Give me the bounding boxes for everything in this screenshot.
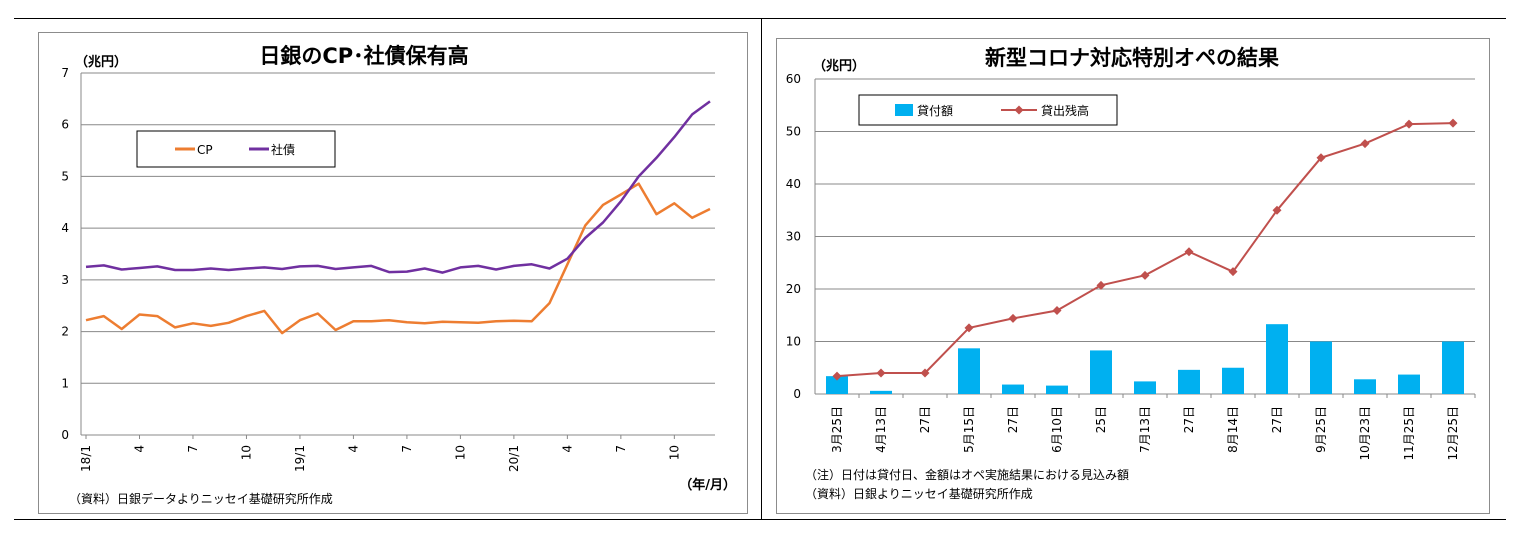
bar xyxy=(1222,367,1244,394)
data-point xyxy=(1404,119,1414,129)
chart-title: 新型コロナ対応特別オペの結果 xyxy=(985,46,1279,70)
data-point xyxy=(1052,306,1062,316)
x-tick-label: 27日 xyxy=(1270,406,1284,433)
bar xyxy=(958,348,980,394)
legend-label: CP xyxy=(197,143,213,157)
x-tick-label: 4 xyxy=(560,445,574,453)
x-tick-label: 4月13日 xyxy=(874,406,888,453)
x-tick-label: 27日 xyxy=(1182,406,1196,433)
x-tick-label: 10 xyxy=(239,445,253,460)
data-point xyxy=(964,323,974,333)
x-tick-label: 7 xyxy=(614,445,628,453)
source-note: （資料）日銀データよりニッセイ基礎研究所作成 xyxy=(69,491,333,506)
x-tick-label: 4 xyxy=(132,445,146,453)
figure-divider xyxy=(761,18,762,519)
figure-frame xyxy=(14,18,1506,520)
x-tick-label: 10 xyxy=(453,445,467,460)
bar xyxy=(1134,381,1156,394)
bar xyxy=(1090,350,1112,394)
y-tick-label: 2 xyxy=(61,325,69,339)
y-tick-label: 50 xyxy=(786,125,801,139)
series-line xyxy=(85,100,711,274)
bar xyxy=(1178,369,1200,394)
data-point xyxy=(1140,270,1150,280)
data-point xyxy=(832,371,842,381)
bar xyxy=(1398,374,1420,394)
left-chart: 日銀のCP･社債保有高 （兆円） 0 1 2 3 4 5 6 7 18/1 4 7 10 19/1 4 7 10 2… xyxy=(61,44,736,506)
y-tick-label: 3 xyxy=(61,273,69,287)
x-tick-label: 7 xyxy=(186,445,200,453)
y-tick-label: 1 xyxy=(61,376,69,390)
bar xyxy=(1354,379,1376,394)
legend-marker xyxy=(1014,105,1024,115)
x-tick-label: 19/1 xyxy=(293,445,307,472)
y-axis-unit: （兆円） xyxy=(813,58,865,74)
right-chart: 新型コロナ対応特別オペの結果 （兆円） 0 10 20 30 40 50 60 3月25日 4月13… xyxy=(786,46,1476,501)
left-chart-panel: 日銀のCP･社債保有高 （兆円） 0 1 2 3 4 5 6 7 18/1 4 7 10 19/1 4 7 10 2… xyxy=(38,32,748,514)
x-tick-label: 9月25日 xyxy=(1314,406,1328,453)
footnote: （注）日付は貸付日、金額はオペ実施結果における見込み額 xyxy=(805,467,1129,482)
x-tick-label: 5月15日 xyxy=(962,406,976,453)
series-line xyxy=(836,122,1454,378)
y-tick-label: 10 xyxy=(786,335,801,349)
data-point xyxy=(1272,205,1282,215)
y-tick-label: 40 xyxy=(786,177,801,191)
x-tick-label: 10月23日 xyxy=(1358,406,1372,461)
y-tick-label: 30 xyxy=(786,230,801,244)
x-tick-label: 4 xyxy=(346,445,360,453)
data-point xyxy=(1096,280,1106,290)
data-point xyxy=(920,368,930,378)
legend-swatch xyxy=(895,104,913,116)
legend-label: 貸付額 xyxy=(917,103,953,118)
y-tick-label: 20 xyxy=(786,282,801,296)
y-tick-label: 5 xyxy=(61,169,69,183)
legend-label: 社債 xyxy=(271,142,295,157)
x-tick-label: 7月13日 xyxy=(1138,406,1152,453)
bar xyxy=(1310,341,1332,394)
data-point xyxy=(1360,139,1370,149)
bar xyxy=(826,376,848,394)
y-tick-label: 6 xyxy=(61,118,69,132)
bar xyxy=(1046,385,1068,394)
y-tick-label: 0 xyxy=(793,387,801,401)
chart-title: 日銀のCP･社債保有高 xyxy=(259,44,468,68)
legend-box xyxy=(136,130,336,168)
footnote: （資料）日銀よりニッセイ基礎研究所作成 xyxy=(805,486,1033,501)
bar xyxy=(1002,384,1024,394)
x-tick-label: 27日 xyxy=(918,406,932,433)
x-axis-unit: （年/月） xyxy=(679,477,736,493)
legend-label: 貸出残高 xyxy=(1041,103,1089,118)
data-point xyxy=(1448,118,1458,128)
data-point xyxy=(1228,267,1238,277)
x-tick-label: 25日 xyxy=(1094,406,1108,433)
x-tick-label: 18/1 xyxy=(79,445,93,472)
x-tick-label: 12月25日 xyxy=(1446,406,1460,461)
data-point xyxy=(876,368,886,378)
right-chart-panel: 新型コロナ対応特別オペの結果 （兆円） 0 10 20 30 40 50 60 3月25日 4月13… xyxy=(776,38,1490,514)
series-line xyxy=(85,182,711,335)
y-axis-unit: （兆円） xyxy=(75,54,127,70)
x-tick-label: 10 xyxy=(667,445,681,460)
x-tick-label: 6月10日 xyxy=(1050,406,1064,453)
data-point xyxy=(1008,313,1018,323)
y-tick-label: 7 xyxy=(61,66,69,80)
x-tick-label: 20/1 xyxy=(507,445,521,472)
data-point xyxy=(1184,247,1194,257)
data-point xyxy=(1316,153,1326,163)
bar xyxy=(1442,341,1464,394)
x-tick-label: 3月25日 xyxy=(830,406,844,453)
y-tick-label: 4 xyxy=(61,221,69,235)
x-tick-label: 8月14日 xyxy=(1226,406,1240,453)
bar xyxy=(1266,324,1288,394)
x-tick-label: 7 xyxy=(400,445,414,453)
x-tick-label: 27日 xyxy=(1006,406,1020,433)
bar xyxy=(870,390,892,394)
x-tick-label: 11月25日 xyxy=(1402,406,1416,461)
y-tick-label: 60 xyxy=(786,72,801,86)
y-tick-label: 0 xyxy=(61,428,69,442)
